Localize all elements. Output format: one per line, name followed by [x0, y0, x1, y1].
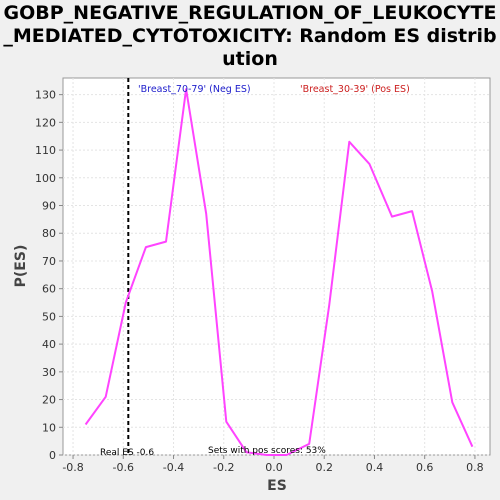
chart-title: GOBP_NEGATIVE_REGULATION_OF_LEUKOCYTE_ME…: [3, 2, 497, 70]
y-tick-label: 40: [42, 338, 56, 351]
pos-es-label: 'Breast_30-39' (Pos ES): [300, 84, 410, 95]
plot-area: [62, 77, 491, 456]
y-tick-label: 100: [35, 172, 56, 185]
y-tick-label: 20: [42, 394, 56, 407]
y-tick-label: 30: [42, 366, 56, 379]
y-tick-label: 90: [42, 200, 56, 213]
grid-layer: [63, 78, 490, 456]
neg-es-label: 'Breast_70-79' (Neg ES): [138, 84, 251, 95]
real-es-label: Real ES -0.6: [100, 448, 154, 458]
pos-scores-label: Sets with pos scores: 53%: [208, 446, 326, 456]
y-tick-label: 130: [35, 89, 56, 102]
x-tick-label: 0.6: [416, 461, 434, 474]
y-tick-label: 60: [42, 283, 56, 296]
x-tick-label: -0.2: [213, 461, 234, 474]
series-line-es-distribution: [84, 88, 474, 456]
x-tick-label: -0.4: [163, 461, 184, 474]
x-tick-label: 0.2: [315, 461, 333, 474]
x-tick-label: 0.4: [366, 461, 384, 474]
x-axis-label: ES: [267, 478, 287, 494]
x-tick-label: -0.8: [62, 461, 83, 474]
y-tick-label: 10: [42, 421, 56, 434]
x-tick-label: 0.0: [265, 461, 283, 474]
x-tick-label: -0.6: [113, 461, 134, 474]
y-tick-label: 0: [49, 449, 56, 462]
x-tick-label: 0.8: [466, 461, 484, 474]
ticks-layer: 0 10 20 30 40 50 60 70 80 90 100 110 120 130 -0.8 -0.6 -…: [35, 89, 484, 474]
y-tick-label: 50: [42, 310, 56, 323]
y-tick-label: 120: [35, 116, 56, 129]
y-tick-label: 70: [42, 255, 56, 268]
y-axis-label: P(ES): [13, 245, 29, 288]
y-tick-label: 110: [35, 144, 56, 157]
y-tick-label: 80: [42, 227, 56, 240]
